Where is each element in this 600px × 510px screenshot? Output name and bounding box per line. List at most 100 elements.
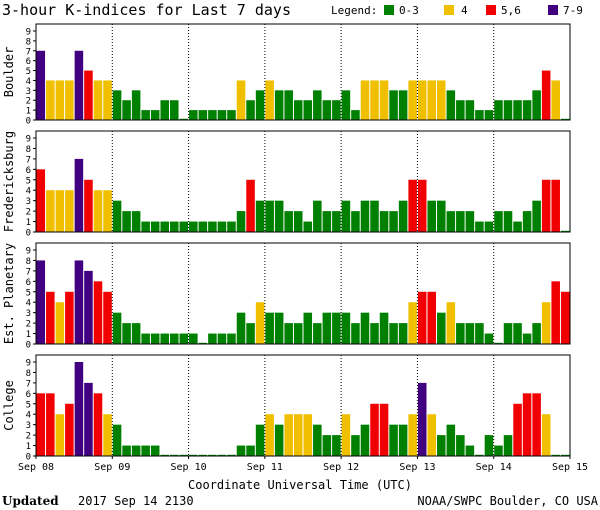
k-bar bbox=[513, 323, 522, 344]
k-bar bbox=[360, 80, 370, 120]
k-bar bbox=[74, 362, 84, 456]
k-bar bbox=[255, 90, 265, 120]
k-bar bbox=[551, 80, 560, 120]
k-bar bbox=[456, 323, 465, 344]
credit-text: NOAA/SWPC Boulder, CO USA bbox=[417, 494, 598, 508]
legend-text-4: 4 bbox=[461, 4, 468, 17]
k-bar bbox=[189, 454, 198, 456]
y-tick-label: 3 bbox=[26, 197, 31, 207]
k-bar bbox=[503, 323, 513, 344]
k-bar bbox=[532, 90, 541, 120]
k-bar bbox=[217, 110, 227, 120]
k-bar bbox=[55, 80, 65, 120]
k-bar bbox=[379, 312, 389, 344]
legend-label: Legend: bbox=[331, 4, 377, 17]
k-bar bbox=[84, 70, 93, 120]
k-bar bbox=[322, 312, 332, 344]
k-bar bbox=[198, 342, 208, 344]
k-bar bbox=[560, 230, 570, 232]
k-bar bbox=[84, 270, 93, 344]
k-bar bbox=[475, 323, 484, 344]
k-bar bbox=[208, 221, 217, 232]
legend-swatch-5-6 bbox=[486, 5, 496, 15]
k-bar bbox=[379, 80, 389, 120]
k-bar bbox=[360, 424, 370, 456]
k-bar bbox=[351, 110, 360, 120]
y-tick-label: 5 bbox=[26, 288, 31, 298]
k-bar bbox=[494, 100, 503, 120]
legend-swatch-7-9 bbox=[548, 5, 558, 15]
x-tick-label: Sep 11 bbox=[247, 462, 283, 473]
k-bar bbox=[494, 342, 503, 344]
updated-label: Updated bbox=[2, 494, 59, 508]
k-bar bbox=[541, 70, 551, 120]
k-bar bbox=[112, 90, 122, 120]
k-bar bbox=[227, 333, 236, 344]
legend-text-7-9: 7-9 bbox=[563, 4, 583, 17]
k-bar bbox=[189, 333, 198, 344]
k-bar bbox=[541, 302, 551, 344]
y-tick-label: 1 bbox=[26, 442, 31, 452]
legend-text-5-6: 5,6 bbox=[501, 4, 521, 17]
k-bar bbox=[351, 323, 360, 344]
k-bar bbox=[55, 414, 65, 456]
k-bar bbox=[274, 424, 284, 456]
k-bar bbox=[141, 333, 150, 344]
y-tick-label: 6 bbox=[26, 166, 31, 176]
k-bar bbox=[532, 393, 541, 456]
k-bar bbox=[93, 190, 103, 232]
k-bar bbox=[93, 281, 103, 344]
k-bar bbox=[389, 90, 398, 120]
k-bar bbox=[437, 200, 446, 232]
y-tick-label: 6 bbox=[26, 57, 31, 67]
k-bar bbox=[360, 312, 370, 344]
k-bar bbox=[551, 179, 560, 232]
k-bar bbox=[322, 435, 332, 456]
legend-swatch-0-3 bbox=[384, 5, 394, 15]
k-bar bbox=[293, 211, 303, 232]
k-bar bbox=[465, 445, 475, 456]
k-bar bbox=[246, 100, 255, 120]
k-bar bbox=[122, 445, 131, 456]
panel-border bbox=[35, 242, 571, 345]
k-bar bbox=[103, 291, 112, 344]
x-tick-label: Sep 15 bbox=[552, 462, 588, 473]
k-bar bbox=[112, 424, 122, 456]
k-bar bbox=[122, 211, 131, 232]
k-bar bbox=[513, 403, 522, 456]
k-bar bbox=[522, 211, 532, 232]
k-bar bbox=[160, 333, 169, 344]
y-tick-label: 0 bbox=[26, 453, 31, 463]
x-tick-label: Sep 10 bbox=[171, 462, 207, 473]
k-bar bbox=[55, 190, 65, 232]
y-tick-label: 4 bbox=[26, 299, 31, 309]
y-tick-label: 3 bbox=[26, 421, 31, 431]
k-bar bbox=[313, 90, 322, 120]
k-bar bbox=[284, 414, 293, 456]
k-bar bbox=[208, 454, 217, 456]
panel-border bbox=[35, 354, 571, 457]
k-bar bbox=[246, 179, 255, 232]
x-axis-label: Coordinate Universal Time (UTC) bbox=[188, 478, 412, 492]
k-bar bbox=[398, 424, 408, 456]
k-bar bbox=[456, 435, 465, 456]
k-bar bbox=[179, 454, 189, 456]
k-bar bbox=[484, 110, 494, 120]
k-bar bbox=[274, 312, 284, 344]
k-bar bbox=[398, 200, 408, 232]
k-bar bbox=[503, 435, 513, 456]
y-tick-label: 5 bbox=[26, 176, 31, 186]
y-tick-label: 3 bbox=[26, 87, 31, 97]
k-bar bbox=[208, 110, 217, 120]
k-bar bbox=[74, 158, 84, 232]
k-bar bbox=[456, 100, 465, 120]
panel-title-college: College bbox=[2, 380, 16, 431]
k-bar bbox=[560, 291, 570, 344]
k-bar bbox=[437, 435, 446, 456]
y-tick-label: 1 bbox=[26, 107, 31, 117]
k-bar bbox=[255, 302, 265, 344]
k-bar bbox=[84, 382, 93, 456]
k-bar bbox=[103, 80, 112, 120]
